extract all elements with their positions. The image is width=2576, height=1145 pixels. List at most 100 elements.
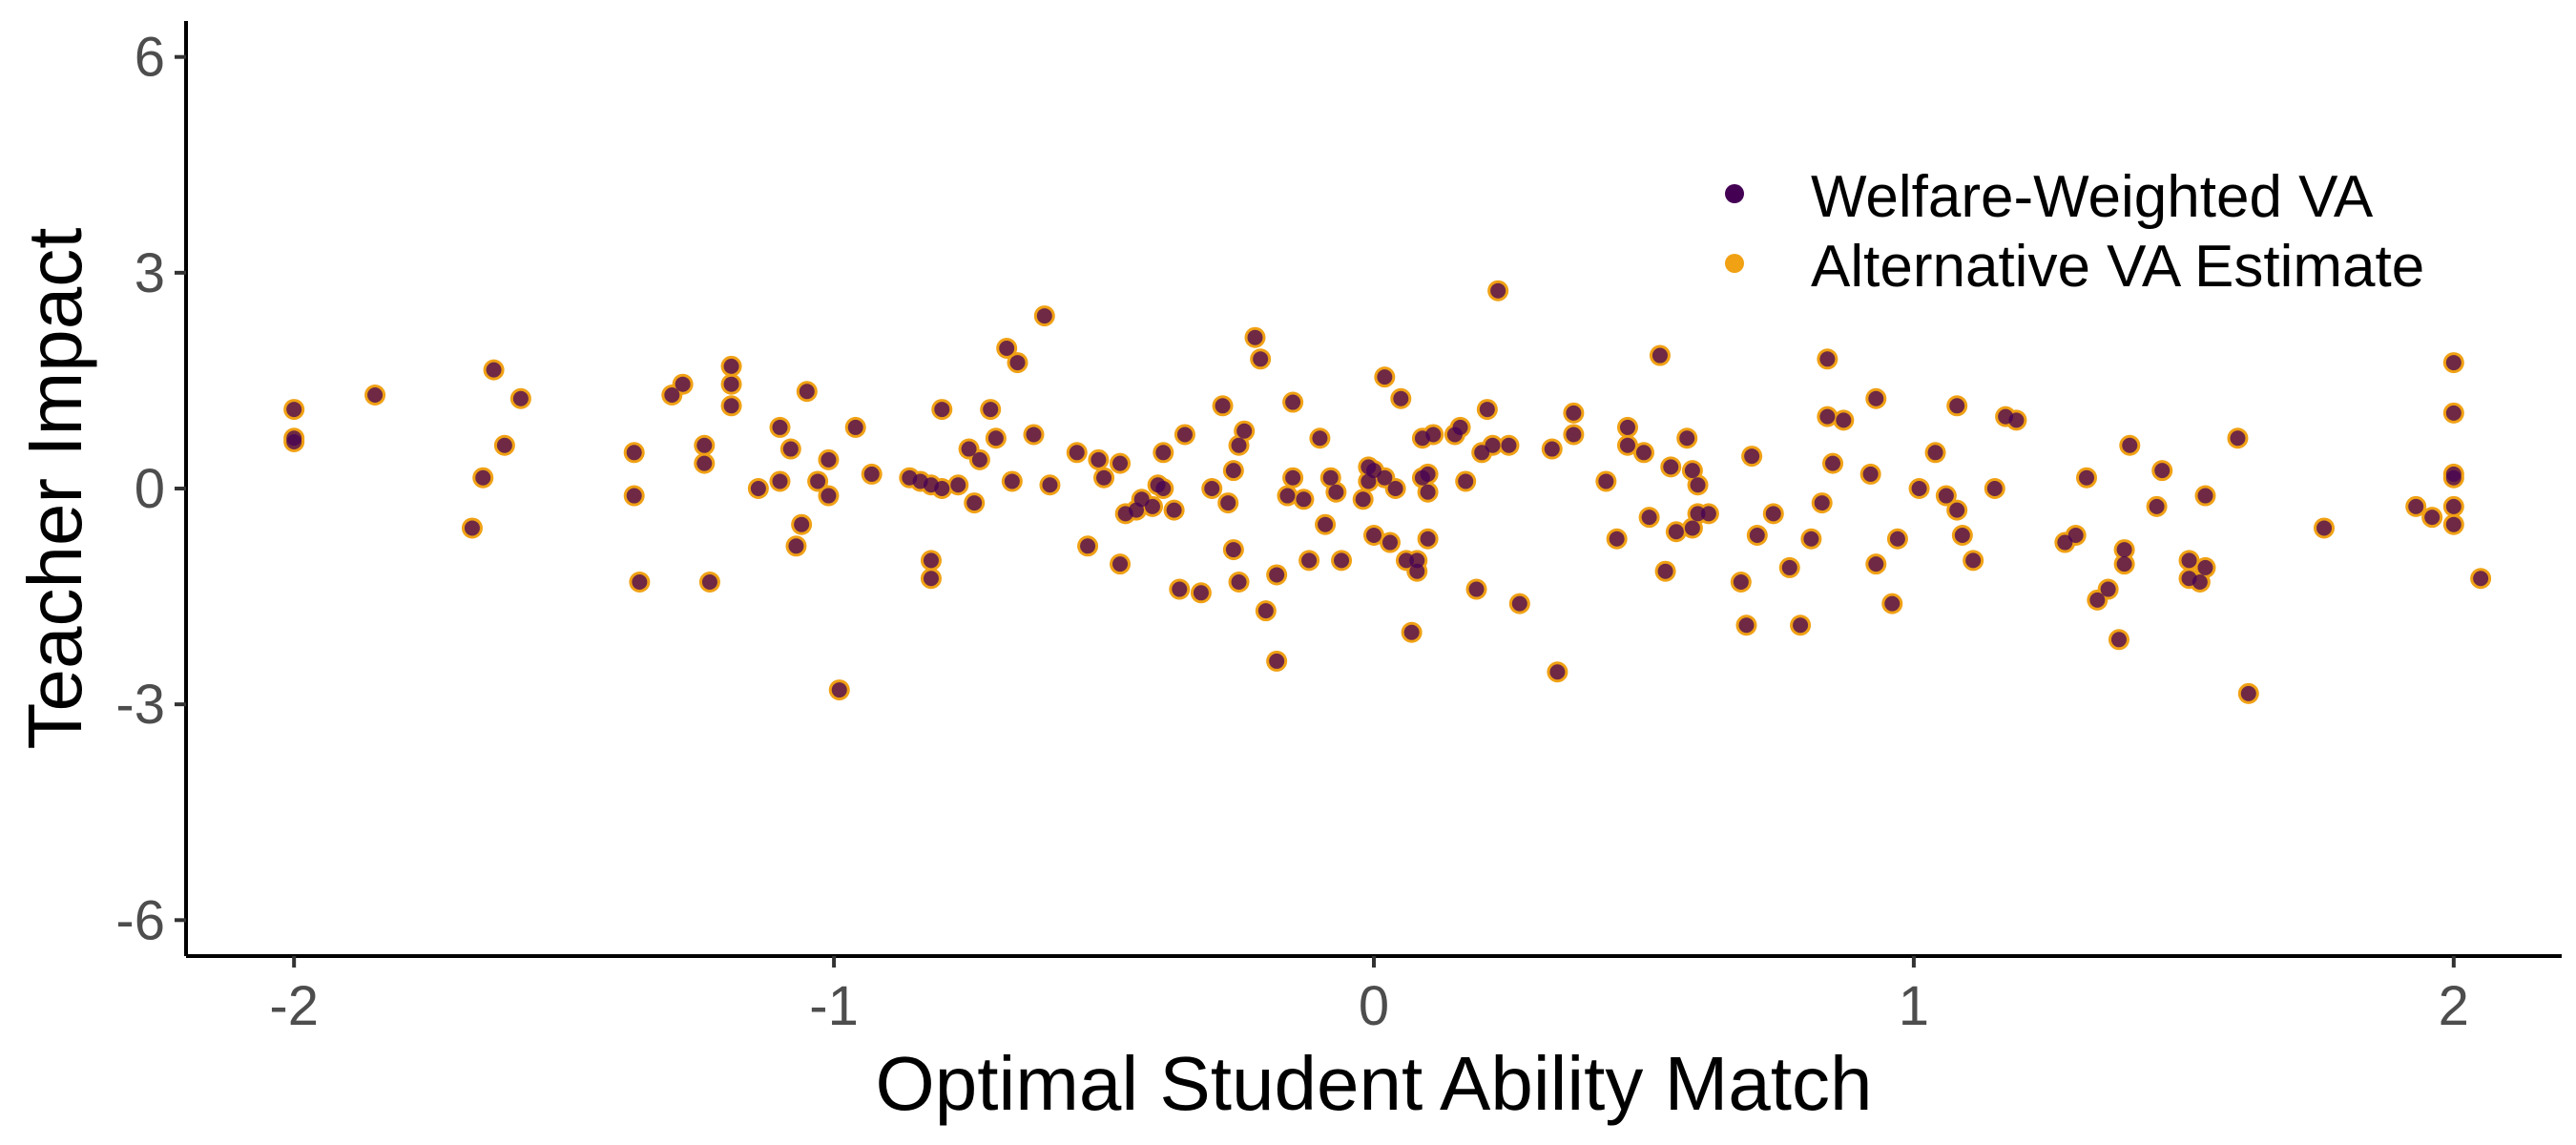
data-point: [2116, 542, 2132, 558]
data-point: [772, 419, 788, 435]
data-point: [1803, 531, 1819, 547]
data-point: [1420, 484, 1436, 500]
data-point: [1322, 469, 1339, 486]
data-point: [1193, 585, 1209, 601]
data-point: [1684, 520, 1700, 536]
data-point: [1080, 538, 1096, 554]
data-point: [1619, 419, 1635, 435]
data-point: [772, 473, 788, 489]
data-point: [2122, 437, 2138, 453]
data-point: [1598, 473, 1614, 489]
data-point: [2445, 405, 2462, 421]
data-point: [961, 441, 977, 457]
data-point: [1225, 542, 1241, 558]
data-point: [1285, 394, 1301, 410]
data-point: [831, 682, 847, 698]
data-point: [1652, 347, 1668, 364]
data-point: [1744, 448, 1760, 465]
series-welfare-weighted-va: [286, 282, 2489, 701]
data-point: [1387, 481, 1403, 496]
data-point: [2149, 498, 2165, 514]
data-point: [1301, 552, 1318, 569]
data-point: [1938, 488, 1954, 504]
data-point: [1781, 559, 1797, 575]
data-point: [1949, 398, 1965, 414]
data-point: [1668, 524, 1684, 540]
data-point: [1176, 427, 1193, 443]
data-point: [1042, 477, 1058, 493]
data-point: [286, 434, 302, 449]
data-point: [1334, 552, 1350, 569]
data-point: [1544, 441, 1560, 457]
data-point: [1091, 451, 1107, 468]
data-point: [1814, 495, 1830, 511]
data-point: [2079, 469, 2094, 486]
data-point: [1420, 466, 1436, 482]
data-point: [1112, 455, 1129, 471]
data-point: [1819, 351, 1836, 367]
data-point: [626, 445, 642, 461]
data-point: [1501, 437, 1517, 453]
data-point: [464, 520, 480, 536]
legend-swatch-alternative-va-estimate: [1725, 254, 1744, 273]
data-point: [1927, 445, 1943, 461]
data-point: [799, 384, 815, 400]
data-point: [1609, 531, 1625, 547]
data-point: [1474, 445, 1490, 461]
y-tick-label: -6: [115, 889, 165, 951]
data-point: [934, 481, 950, 496]
data-point: [1155, 445, 1172, 461]
data-point: [1366, 528, 1381, 543]
data-point: [1328, 484, 1344, 500]
data-point: [1884, 595, 1901, 612]
data-point: [1253, 351, 1269, 367]
data-point: [934, 402, 950, 418]
data-point: [1765, 506, 1781, 522]
data-point: [1733, 574, 1749, 590]
data-point: [1700, 506, 1716, 522]
data-point: [286, 402, 302, 418]
legend-label-alternative-va-estimate: Alternative VA Estimate: [1811, 234, 2424, 300]
data-point: [1479, 402, 1495, 418]
data-point: [723, 398, 739, 414]
data-point: [1862, 466, 1879, 482]
x-axis-title: Optimal Student Ability Match: [876, 1041, 1873, 1126]
data-point: [950, 477, 966, 493]
x-tick-label: 2: [2439, 975, 2469, 1037]
legend-swatch-welfare-weighted-va: [1725, 184, 1744, 203]
data-point: [1458, 473, 1474, 489]
data-point: [1986, 481, 2003, 496]
data-point: [1452, 419, 1468, 435]
data-point: [1225, 463, 1241, 479]
data-point: [2424, 510, 2441, 526]
data-point: [1133, 491, 1150, 508]
data-point: [1377, 469, 1393, 486]
data-point: [2197, 559, 2213, 575]
data-point: [632, 574, 648, 590]
data-point: [788, 538, 804, 554]
data-point: [1069, 445, 1085, 461]
data-point: [512, 390, 529, 406]
data-point: [1004, 473, 1020, 489]
data-point: [1868, 390, 1884, 406]
data-point: [1911, 481, 1927, 496]
data-point: [2240, 685, 2256, 701]
data-point: [1641, 510, 1657, 526]
x-tick-label: -1: [809, 975, 859, 1037]
data-point: [2181, 552, 2197, 569]
data-point: [1566, 405, 1582, 421]
data-point: [2316, 520, 2332, 536]
data-point: [847, 419, 863, 435]
data-point: [1172, 581, 1188, 597]
data-point: [1409, 563, 1425, 579]
data-point: [2197, 488, 2213, 504]
points-layer: [283, 280, 2492, 704]
data-point: [723, 358, 739, 374]
data-point: [1868, 556, 1884, 572]
data-point: [1836, 412, 1852, 428]
data-point: [1026, 427, 1042, 443]
data-point: [1684, 463, 1700, 479]
data-point: [2067, 528, 2084, 543]
data-point: [696, 437, 713, 453]
